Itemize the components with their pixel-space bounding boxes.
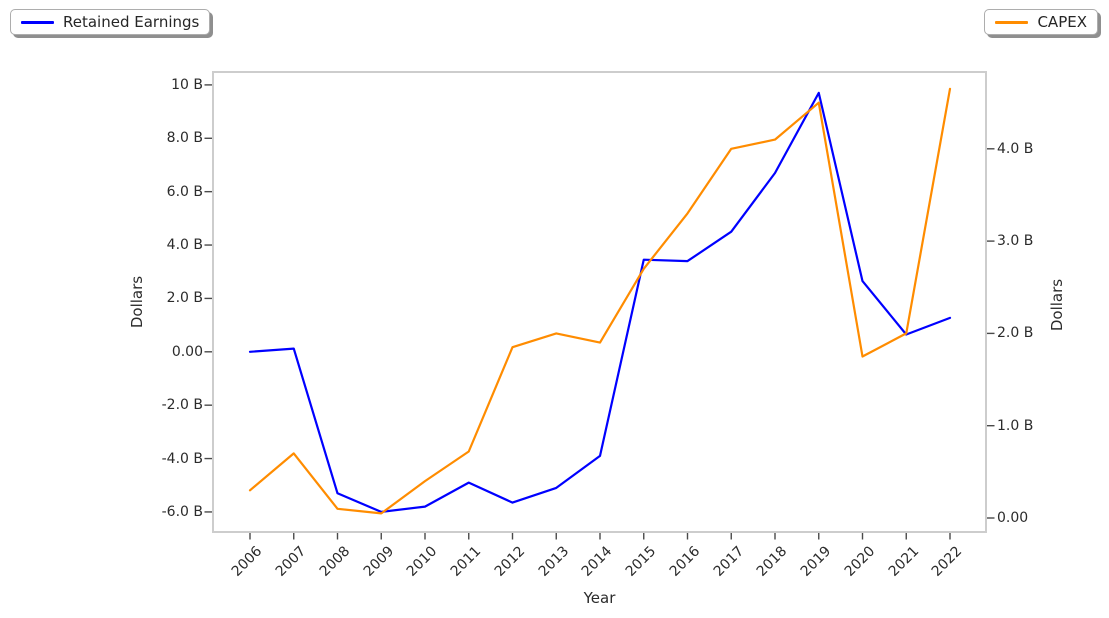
y-tick-label-left: 10 B xyxy=(171,76,203,93)
y-tick-label-left: 8.0 B xyxy=(166,130,203,147)
y-tick-label-right: 0.00 xyxy=(997,510,1029,526)
capex-line xyxy=(248,87,952,515)
x-axis-label: Year xyxy=(583,589,616,607)
y-tick-label-left: -6.0 B xyxy=(161,503,203,520)
y-tick-label-left: 6.0 B xyxy=(166,183,203,200)
capex-legend-line xyxy=(995,20,1029,24)
y-tick-label-right: 3.0 B xyxy=(997,233,1034,250)
y-tick-label-left: 0.00 xyxy=(171,343,203,360)
retained-earnings-legend-label: Retained Earnings xyxy=(63,13,200,31)
y-tick-label-right: 1.0 B xyxy=(997,417,1034,434)
legend-capex: CAPEX xyxy=(984,9,1098,35)
y-tick-label-left: -4.0 B xyxy=(161,450,203,467)
y-tick-label-left: 2.0 B xyxy=(166,290,203,307)
retained-earnings-line xyxy=(248,91,952,513)
y-tick-label-left: 4.0 B xyxy=(166,237,203,254)
legend-retained-earnings: Retained Earnings xyxy=(10,9,211,35)
y-tick-label-right: 2.0 B xyxy=(997,325,1034,342)
y-tick-label-right: 4.0 B xyxy=(997,140,1034,157)
y-tick-label-left: -2.0 B xyxy=(161,397,203,414)
retained-earnings-legend-line xyxy=(21,20,54,24)
capex-legend-label: CAPEX xyxy=(1037,13,1087,31)
